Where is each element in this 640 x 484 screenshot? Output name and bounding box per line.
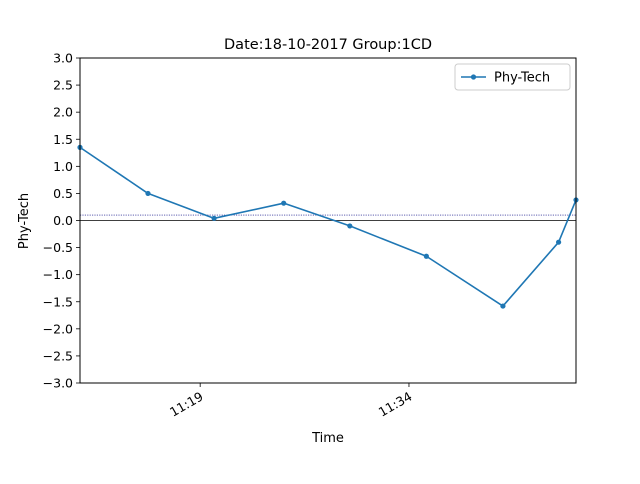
chart-title: Date:18-10-2017 Group:1CD [224,37,432,53]
y-tick-label: −1.5 [43,294,73,309]
legend-box [454,63,571,91]
legend: Phy-Tech [454,63,571,91]
x-tick-label: 11:34 [376,389,415,420]
data-point [211,215,217,221]
y-tick-label: 0.5 [53,186,73,201]
data-point [500,303,506,309]
y-tick-label: 2.0 [53,105,73,120]
y-tick-label: 3.0 [53,51,73,66]
x-axis-label: Time [311,431,344,446]
y-tick-label: −2.0 [43,321,73,336]
legend-label: Phy-Tech [494,71,550,86]
data-point [347,223,353,229]
y-tick-label: −3.0 [43,376,73,391]
data-point [423,253,429,259]
plot-area [77,57,579,384]
y-axis-label: Phy-Tech [17,193,32,249]
legend-marker [470,74,477,80]
y-tick-label: 2.5 [53,78,73,93]
y-tick-label: −2.5 [43,348,73,363]
x-tick-label: 11:19 [167,389,206,420]
x-axis: 11:19 11:34 [167,383,415,420]
y-tick-label: 0.0 [53,213,73,228]
y-tick-label: −1.0 [43,267,73,282]
y-tick-label: 1.0 [53,159,73,174]
data-point [145,190,151,197]
y-axis: 3.0 2.5 2.0 1.5 1.0 0.5 0.0 −0.5 −1.0 −1.5 −2.0 −2.… [43,51,80,391]
series-line [79,146,577,307]
y-tick-label: 1.5 [53,132,73,147]
y-tick-label: −0.5 [43,240,73,255]
data-point [281,200,287,206]
data-point [556,239,562,245]
